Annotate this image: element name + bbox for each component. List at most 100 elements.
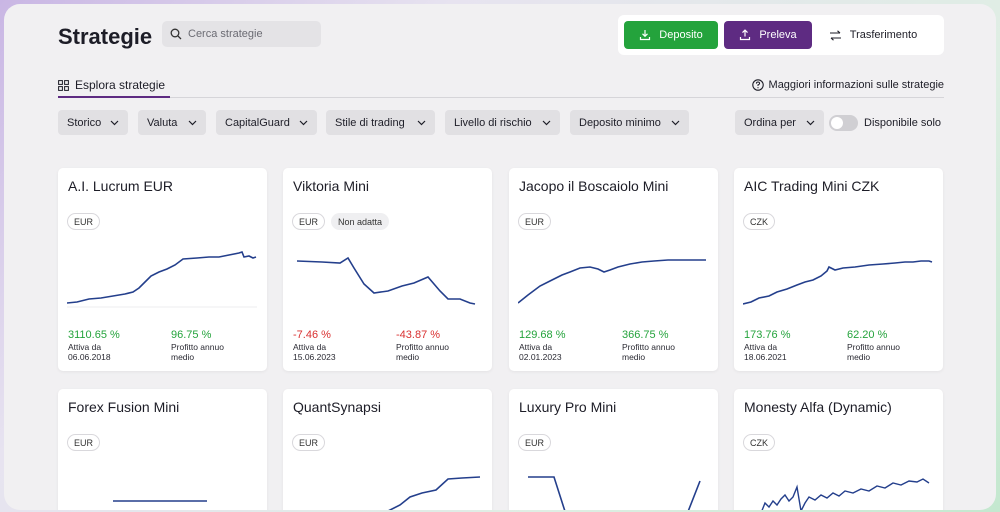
strategy-card[interactable]: Viktoria Mini EUR Non adatta -7.46 % Att… [283, 168, 492, 371]
strategy-card[interactable]: Jacopo il Boscaiolo Mini EUR 129.68 % At… [509, 168, 718, 371]
currency-badge: EUR [292, 434, 326, 451]
annual-profit: 96.75 % [171, 329, 212, 341]
withdraw-button[interactable]: Preleva [724, 21, 812, 49]
active-date: 18.06.2021 [744, 351, 787, 362]
annual-profit: 366.75 % [622, 329, 669, 341]
grid-icon [58, 79, 69, 91]
filter-label: Storico [67, 116, 102, 129]
equity-sparkline [528, 476, 701, 510]
filter-label: Valuta [147, 116, 178, 129]
strategy-name: Monesty Alfa (Dynamic) [744, 399, 892, 415]
action-bar: Deposito Preleva Trasferimento [618, 15, 944, 55]
transfer-button[interactable]: Trasferimento [818, 21, 928, 49]
active-since: Attiva da 02.01.2023 [519, 342, 609, 362]
annual-profit: -43.87 % [396, 329, 441, 341]
strategy-card[interactable]: QuantSynapsi EUR [283, 389, 492, 510]
active-label: Attiva da [744, 342, 778, 352]
currency-badge: EUR [67, 434, 101, 451]
strategy-name: A.I. Lucrum EUR [68, 178, 174, 194]
filter-risk-level[interactable]: Livello di rischio [445, 110, 560, 135]
transfer-label: Trasferimento [849, 29, 918, 41]
active-tab-indicator [58, 96, 170, 98]
chevron-down-icon [671, 120, 680, 125]
badge-list: EUR Non adatta [292, 213, 390, 230]
currency-badge: CZK [743, 213, 775, 230]
active-label: Attiva da [519, 342, 553, 352]
annual-profit-label: Profitto annuo medio [171, 342, 261, 362]
available-only-toggle[interactable] [829, 115, 858, 131]
filter-trading-style[interactable]: Stile di trading [326, 110, 435, 135]
badge-list: EUR [518, 213, 552, 230]
annual-profit-label: Profitto annuo medio [622, 342, 712, 362]
chevron-down-icon [188, 120, 197, 125]
filter-capitalguard[interactable]: CapitalGuard [216, 110, 317, 135]
badge-list: CZK [743, 213, 775, 230]
strategy-name: Forex Fusion Mini [68, 399, 180, 415]
search-input[interactable] [188, 28, 318, 40]
active-since: Attiva da 18.06.2021 [744, 342, 834, 362]
app-frame: Strategie Deposito Preleva [4, 4, 996, 510]
equity-sparkline [743, 260, 933, 305]
currency-badge: EUR [518, 434, 552, 451]
more-info-link[interactable]: Maggiori informazioni sulle strategie [751, 79, 944, 91]
not-suitable-badge: Non adatta [331, 213, 390, 230]
filter-min-deposit[interactable]: Deposito minimo [570, 110, 689, 135]
chevron-down-icon [110, 120, 119, 125]
equity-sparkline [67, 251, 257, 308]
filter-currency[interactable]: Valuta [138, 110, 206, 135]
deposit-button[interactable]: Deposito [624, 21, 718, 49]
strategy-card[interactable]: A.I. Lucrum EUR EUR 3110.65 % Attiva da 0… [58, 168, 267, 371]
equity-sparkline [296, 256, 476, 305]
total-return: -7.46 % [293, 329, 331, 341]
total-return: 3110.65 % [68, 329, 120, 341]
active-date: 15.06.2023 [293, 351, 336, 362]
strategy-card[interactable]: Monesty Alfa (Dynamic) CZK [734, 389, 943, 510]
total-return: 173.76 % [744, 329, 791, 341]
filter-label: Livello di rischio [454, 116, 532, 129]
filter-history[interactable]: Storico [58, 110, 128, 135]
download-icon [640, 30, 651, 41]
filter-label: Ordina per [744, 116, 796, 129]
tab-explore-strategies[interactable]: Esplora strategie [58, 72, 169, 98]
annual-profit-label: Profitto annuo medio [847, 342, 937, 362]
active-since: Attiva da 15.06.2023 [293, 342, 383, 362]
annual-label-line2: medio [847, 351, 871, 362]
annual-profit: 62.20 % [847, 329, 888, 341]
active-date: 02.01.2023 [519, 351, 562, 362]
strategy-card[interactable]: Forex Fusion Mini EUR [58, 389, 267, 510]
search-box[interactable] [162, 21, 321, 47]
annual-label-line1: Profitto annuo [847, 342, 900, 352]
currency-badge: EUR [67, 213, 101, 230]
chevron-down-icon [417, 120, 426, 125]
active-since: Attiva da 06.06.2018 [68, 342, 158, 362]
strategy-card[interactable]: Luxury Pro Mini EUR [509, 389, 718, 510]
transfer-icon [829, 29, 841, 41]
currency-badge: EUR [518, 213, 552, 230]
annual-label-line2: medio [171, 351, 195, 362]
tab-divider [58, 97, 944, 98]
chevron-down-icon [806, 120, 815, 125]
sort-by-dropdown[interactable]: Ordina per [735, 110, 824, 135]
search-icon [170, 28, 182, 40]
badge-list: EUR [67, 434, 101, 451]
strategy-name: Jacopo il Boscaiolo Mini [519, 178, 669, 194]
strategy-name: QuantSynapsi [293, 399, 381, 415]
chevron-down-icon [542, 120, 551, 125]
equity-sparkline [113, 500, 207, 502]
strategy-card[interactable]: AIC Trading Mini CZK CZK 173.76 % Attiva… [734, 168, 943, 371]
more-info-label: Maggiori informazioni sulle strategie [768, 79, 944, 91]
badge-list: CZK [743, 434, 775, 451]
active-date: 06.06.2018 [68, 351, 111, 362]
badge-list: EUR [292, 434, 326, 451]
strategy-name: Luxury Pro Mini [519, 399, 617, 415]
deposit-label: Deposito [659, 29, 703, 41]
upload-icon [740, 29, 751, 41]
withdraw-label: Preleva [759, 29, 797, 41]
annual-label-line2: medio [622, 351, 646, 362]
strategy-name: AIC Trading Mini CZK [744, 178, 880, 194]
currency-badge: CZK [743, 434, 775, 451]
filter-label: Stile di trading [335, 116, 405, 129]
toggle-label: Disponibile solo [864, 117, 942, 129]
filter-label: Deposito minimo [579, 116, 661, 129]
annual-label-line1: Profitto annuo [171, 342, 224, 352]
